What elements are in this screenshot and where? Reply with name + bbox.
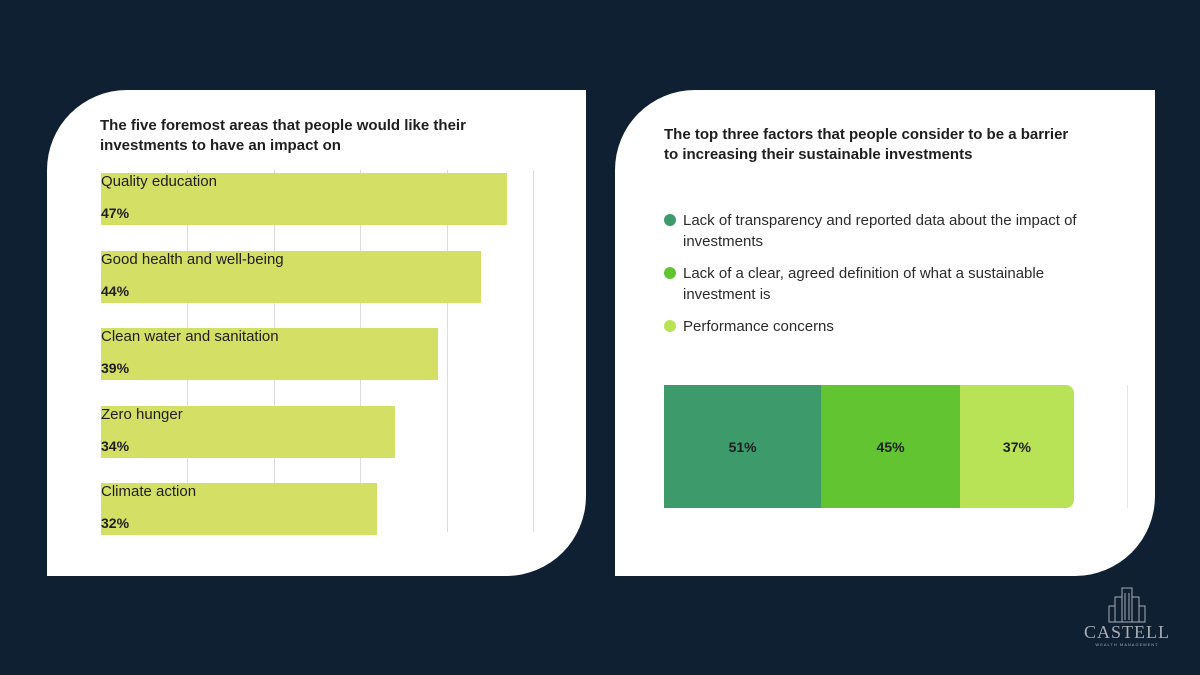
barriers-title: The top three factors that people consid… — [664, 126, 1069, 163]
bar-row: Clean water and sanitation 39% — [101, 328, 533, 380]
legend-item: Lack of a clear, agreed definition of wh… — [664, 263, 1094, 305]
logo-name: CASTELL — [1084, 622, 1170, 642]
legend-dot-icon — [664, 320, 676, 332]
bar-row: Quality education 47% — [101, 173, 533, 225]
logo-subtitle: WEALTH MANAGEMENT — [1095, 642, 1159, 647]
chart-gridline — [1127, 385, 1128, 508]
bar-label: Good health and well-being — [101, 250, 284, 268]
bar — [101, 173, 508, 225]
bar — [101, 405, 395, 458]
legend-item: Performance concerns — [664, 316, 1094, 337]
chart-gridline — [446, 170, 448, 532]
stacked-bar-segment: 37% — [959, 385, 1074, 508]
bar-value-label: 47% — [101, 205, 130, 221]
bar-label: Quality education — [101, 173, 217, 190]
legend-label: Lack of a clear, agreed definition of wh… — [683, 265, 1045, 303]
bar-value-label: 34% — [101, 437, 130, 454]
impact-areas-bar-chart: Quality education 47% Good health and well… — [47, 90, 586, 576]
bar — [101, 328, 438, 380]
legend-label: Performance concerns — [683, 318, 834, 335]
bar — [101, 483, 378, 535]
bar-label: Clean water and sanitation — [101, 328, 279, 345]
castle-icon — [1108, 587, 1146, 623]
bar-value-label: 32% — [101, 515, 130, 531]
legend-label: Lack of transparency and reported data a… — [683, 212, 1077, 250]
bar-row: Good health and well-being 44% — [101, 250, 533, 303]
bar — [101, 250, 482, 303]
barriers-card: The top three factors that people consid… — [615, 90, 1155, 576]
bar-row: Climate action 32% — [101, 483, 533, 535]
stacked-bar-segment: 51% — [664, 385, 822, 508]
bar-label: Zero hunger — [101, 405, 183, 423]
stacked-bar-segment: 45% — [821, 385, 960, 508]
legend-item: Lack of transparency and reported data a… — [664, 210, 1094, 252]
legend-dot-icon — [664, 267, 676, 279]
chart-gridline — [533, 170, 534, 532]
barriers-legend: Lack of transparency and reported data a… — [664, 210, 1094, 348]
bar-value-label: 44% — [101, 282, 130, 299]
castell-logo: CASTELL WEALTH MANAGEMENT — [1082, 585, 1172, 647]
bar-label: Climate action — [101, 483, 197, 500]
barriers-stacked-bar: 51% 45% 37% — [664, 385, 1074, 508]
legend-dot-icon — [664, 214, 676, 226]
impact-areas-title: The five foremost areas that people woul… — [100, 117, 466, 154]
bar-value-label: 39% — [101, 360, 130, 376]
impact-areas-card: The five foremost areas that people woul… — [47, 90, 586, 576]
bar-row: Zero hunger 34% — [101, 405, 533, 458]
